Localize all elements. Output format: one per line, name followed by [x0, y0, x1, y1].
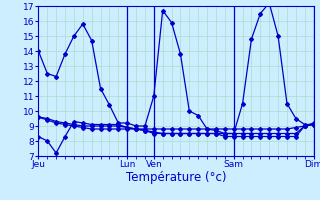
X-axis label: Température (°c): Température (°c)	[126, 171, 226, 184]
